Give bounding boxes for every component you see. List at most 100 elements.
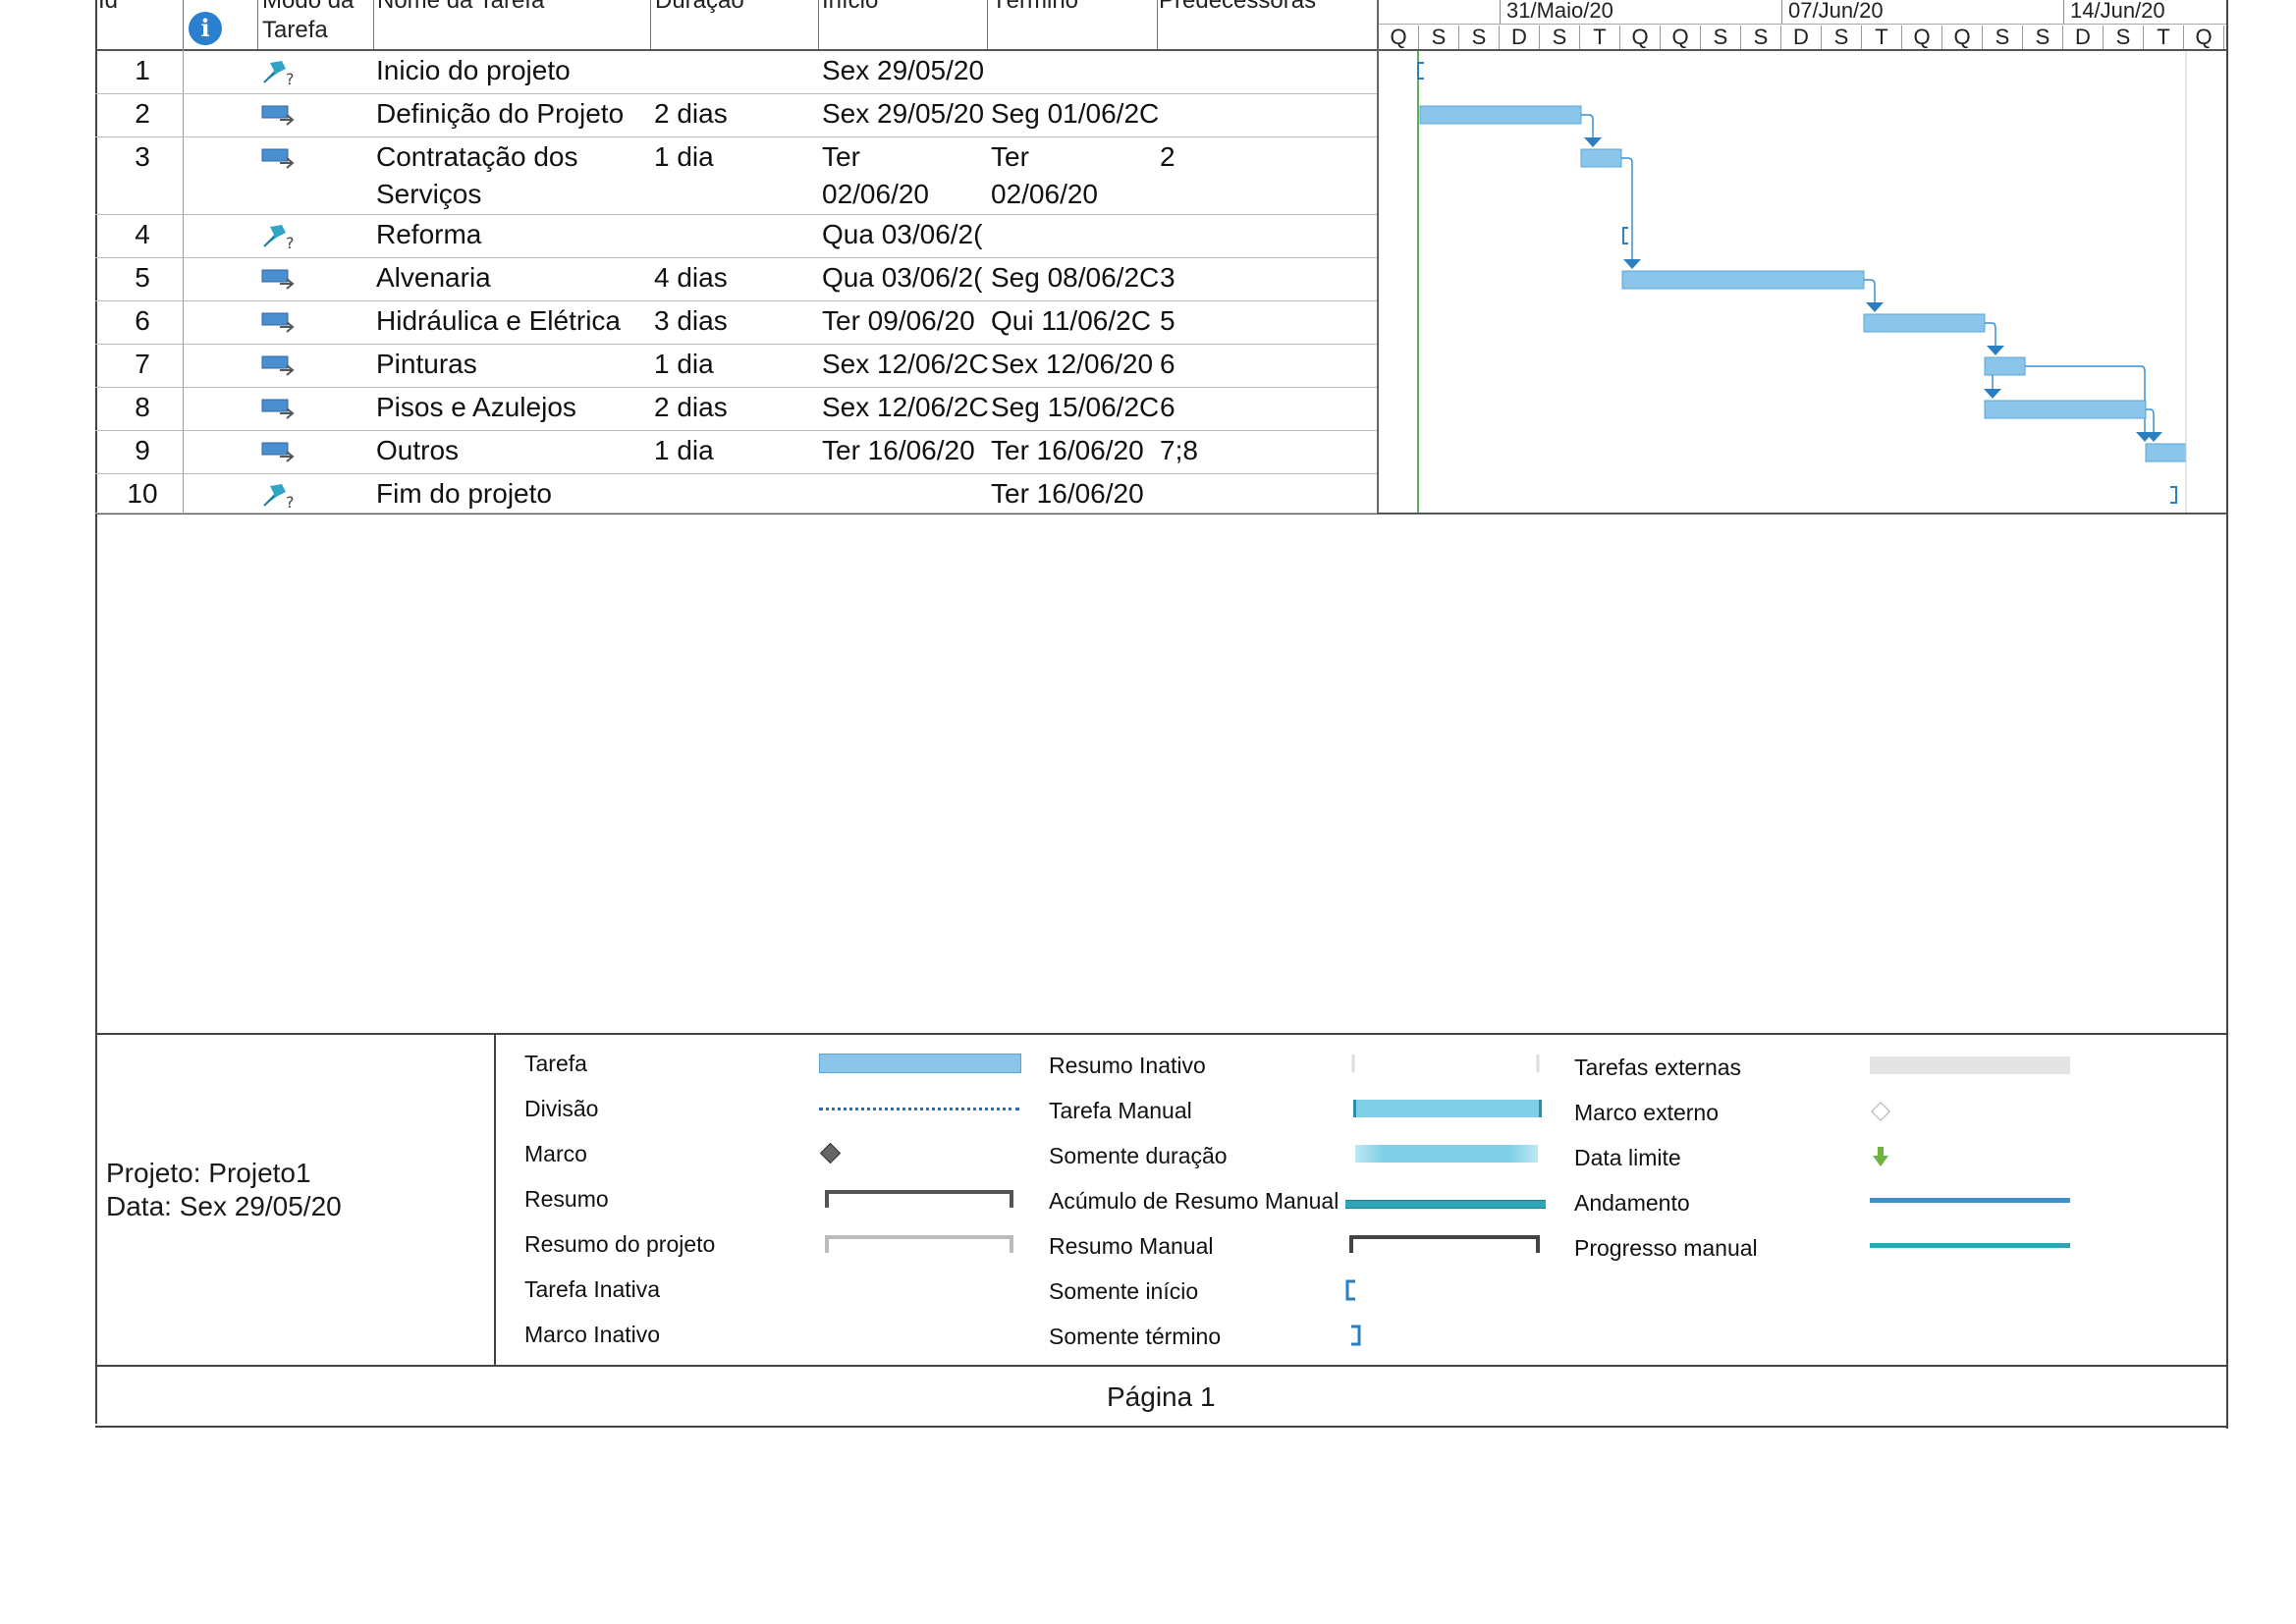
table-row[interactable] xyxy=(95,51,1377,94)
day-sep xyxy=(1821,26,1822,49)
task-name-line2: Serviços xyxy=(376,179,482,209)
legend-manual-progress-swatch xyxy=(1870,1243,2070,1248)
dependency-link xyxy=(1581,114,1594,137)
auto-scheduled-task-icon xyxy=(260,264,298,298)
legend-label: Resumo Inativo xyxy=(1049,1053,1206,1078)
day-sep xyxy=(1579,26,1580,49)
legend-task-swatch xyxy=(819,1054,1021,1073)
day-sep xyxy=(1418,26,1419,49)
task-duration: 1 dia xyxy=(654,141,714,172)
task-id: 2 xyxy=(135,98,150,129)
project-date: Data: Sex 29/05/20 xyxy=(106,1191,342,1221)
day-sep xyxy=(2183,26,2184,49)
task-name: Outros xyxy=(376,435,460,465)
page-frame-left xyxy=(95,0,97,1424)
legend-deadline-arrow-icon xyxy=(1873,1147,1888,1166)
legend-split-swatch xyxy=(819,1108,1019,1110)
legend-label: Andamento xyxy=(1574,1190,1690,1216)
timescale-day: Q xyxy=(2195,25,2213,49)
legend-top-line xyxy=(95,1033,2228,1035)
legend-label: Divisão xyxy=(524,1096,599,1121)
table-row[interactable] xyxy=(95,345,1377,388)
timescale-day: D xyxy=(2075,25,2091,49)
day-sep xyxy=(2062,26,2063,49)
task-id: 1 xyxy=(135,55,150,85)
dependency-arrow xyxy=(1984,389,2001,399)
task-predecessors: 6 xyxy=(1160,392,1175,422)
table-row[interactable] xyxy=(95,301,1377,345)
task-finish: Seg 08/06/2C xyxy=(991,262,1160,293)
manual-task-pin-icon: ? xyxy=(260,221,298,255)
week-sep xyxy=(2063,0,2064,24)
task-bar-2 xyxy=(1419,105,1582,125)
legend-start-only-icon xyxy=(1345,1279,1355,1301)
info-icon[interactable]: i xyxy=(189,12,222,45)
table-row[interactable] xyxy=(95,474,1377,514)
task-id: 3 xyxy=(135,141,150,172)
task-predecessors: 6 xyxy=(1160,349,1175,379)
dependency-arrow xyxy=(2145,432,2162,442)
task-start: Ter 09/06/20 xyxy=(822,305,975,336)
task-start: Sex 12/06/2C xyxy=(822,392,989,422)
task-id: 5 xyxy=(135,262,150,293)
start-bracket-marker xyxy=(1417,62,1424,80)
dependency-arrow xyxy=(1866,302,1884,312)
manual-task-pin-icon: ? xyxy=(260,57,298,91)
legend-label: Somente duração xyxy=(1049,1143,1228,1168)
dependency-link xyxy=(2146,408,2155,432)
task-start: Qua 03/06/2( xyxy=(822,262,983,293)
legend-finish-only-icon xyxy=(1351,1325,1361,1346)
task-finish: Sex 12/06/20 xyxy=(991,349,1154,379)
start-bracket-marker xyxy=(1622,227,1628,244)
header-mode-line1: Modo da xyxy=(262,0,355,14)
task-finish-line2: 02/06/20 xyxy=(991,179,1098,209)
table-row[interactable] xyxy=(95,388,1377,431)
task-finish: Qui 11/06/2C xyxy=(991,305,1151,336)
day-sep xyxy=(2143,26,2144,49)
table-row[interactable] xyxy=(95,137,1377,215)
task-predecessors: 2 xyxy=(1160,141,1175,172)
table-row[interactable] xyxy=(95,94,1377,137)
task-duration: 1 dia xyxy=(654,349,714,379)
table-row[interactable] xyxy=(95,431,1377,474)
table-row[interactable] xyxy=(95,258,1377,301)
header-start: Início xyxy=(822,0,879,14)
task-bar-7 xyxy=(1984,356,2026,376)
header-sep xyxy=(650,0,651,49)
task-finish: Seg 15/06/2C xyxy=(991,392,1160,422)
day-sep xyxy=(1861,26,1862,49)
task-duration: 2 dias xyxy=(654,98,728,129)
task-name: Pinturas xyxy=(376,349,477,379)
task-name: Contratação dos xyxy=(376,141,578,172)
task-bar-9 xyxy=(2145,443,2187,462)
legend-progress-swatch xyxy=(1870,1198,2070,1203)
task-start: Sex 29/05/20 xyxy=(822,98,985,129)
timescale-mid-line xyxy=(1379,24,2226,25)
task-start: Ter xyxy=(822,141,860,172)
legend-label: Marco externo xyxy=(1574,1100,1720,1125)
table-row[interactable] xyxy=(95,215,1377,258)
day-sep xyxy=(2223,26,2224,49)
task-name: Hidráulica e Elétrica xyxy=(376,305,621,336)
task-duration: 1 dia xyxy=(654,435,714,465)
task-duration: 4 dias xyxy=(654,262,728,293)
dependency-link xyxy=(2025,365,2146,432)
timescale-day: Q xyxy=(1953,25,1971,49)
task-duration: 3 dias xyxy=(654,305,728,336)
header-id: Id xyxy=(98,0,119,14)
day-sep xyxy=(1780,26,1781,49)
page-frame-right xyxy=(2226,0,2228,1429)
page-bottom-line xyxy=(95,1426,2228,1428)
auto-scheduled-task-icon xyxy=(260,143,298,178)
legend-label: Resumo do projeto xyxy=(524,1231,716,1257)
legend-label: Data limite xyxy=(1574,1145,1681,1170)
legend-label: Somente término xyxy=(1049,1324,1222,1349)
header-mode-line2: Tarefa xyxy=(262,17,328,43)
task-start: Ter 16/06/20 xyxy=(822,435,975,465)
auto-scheduled-task-icon xyxy=(260,100,298,135)
timescale-day: S xyxy=(1552,25,1567,49)
day-sep xyxy=(2022,26,2023,49)
task-predecessors: 5 xyxy=(1160,305,1175,336)
task-id: 4 xyxy=(135,219,150,249)
